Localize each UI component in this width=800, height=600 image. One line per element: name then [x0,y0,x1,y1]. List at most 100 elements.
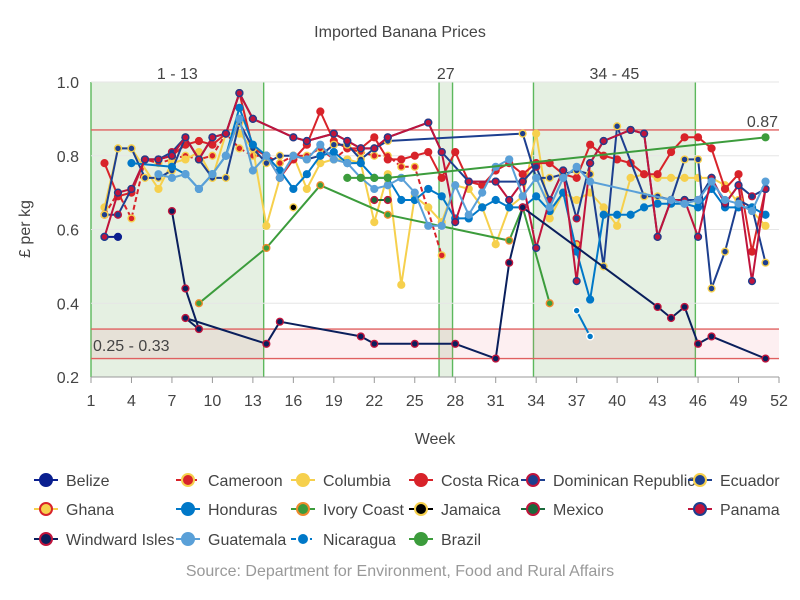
point-panama-9 [221,129,231,138]
point-honduras-33 [599,210,608,219]
point-columbia-32 [545,214,554,223]
point-ecuador-22 [518,129,527,138]
point-guatemala-16 [370,184,379,194]
point-panama-28 [559,166,568,175]
point-honduras-40 [693,203,703,212]
point-windward-isles-5 [275,317,284,326]
legend-label-jamaica: Jamaica [441,502,501,519]
x-tick-label-14: 43 [649,393,667,410]
point-panama-5 [167,151,177,160]
point-windward-isles-10 [491,354,500,363]
point-windward-isles-16 [693,339,703,348]
point-windward-isles-4 [262,339,271,348]
point-nicaragua-1 [586,332,595,341]
point-ivory-coast-3 [383,210,392,219]
point-ecuador-29 [613,122,622,131]
point-guatemala-14 [343,159,352,168]
point-brazil-4 [761,133,770,142]
point-windward-isles-17 [707,332,716,341]
legend-item-mexico: Mexico [521,502,604,519]
point-guatemala-26 [505,155,514,164]
legend-item-guatemala: Guatemala [176,532,286,549]
x-tick-label-1: 4 [127,393,136,410]
point-costa-rica-45 [707,144,716,153]
point-panama-8 [208,133,217,142]
x-tick-label-7: 22 [365,393,383,410]
point-guatemala-10 [289,151,298,160]
x-tick-label-4: 13 [244,393,262,410]
point-honduras-7 [248,140,257,149]
legend-swatch-marker-guatemala [181,532,195,546]
x-tick-label-6: 19 [325,393,343,410]
point-panama-11 [248,114,257,123]
legend-item-dominican-republic: Dominican Republic [521,473,695,490]
point-windward-isles-12 [518,203,527,212]
point-honduras-15 [356,159,365,168]
legend-label-cameroon: Cameroon [208,473,283,490]
legend-item-nicaragua: Nicaragua [291,532,396,549]
point-cameroon-13 [275,159,284,168]
series-jamaica [289,203,298,212]
legend-item-panama: Panama [688,502,780,519]
point-guatemala-20 [424,221,433,230]
point-columbia-48 [761,221,770,230]
point-panama-21 [451,218,460,227]
point-mexico-1 [383,195,392,205]
point-cameroon-10 [235,144,244,153]
point-guatemala-0 [154,170,163,179]
x-tick-label-8: 25 [406,393,424,410]
point-costa-rica-48 [747,247,757,256]
point-honduras-10 [289,184,298,194]
point-guatemala-39 [747,206,757,216]
point-panama-17 [370,144,379,153]
point-windward-isles-9 [451,339,460,348]
legend-swatch-marker-ivory-coast [296,502,310,516]
point-columbia-42 [680,173,689,182]
point-cameroon-23 [410,162,419,171]
point-honduras-25 [491,195,500,205]
point-panama-1 [113,188,123,197]
legend-swatch-marker-honduras [181,502,195,516]
legend-swatch-marker-costa-rica [414,473,428,487]
point-brazil-0 [343,173,352,182]
point-guatemala-30 [559,173,568,182]
point-guatemala-6 [235,114,244,123]
series-line-honduras [131,106,766,301]
point-cameroon-22 [397,162,406,171]
point-costa-rica-36 [586,140,595,149]
axes: 0.2 0.4 0.6 0.8 1.0 1 4 7 10 13 16 19 22 25 28 31 34 37 40… [57,75,788,410]
point-guatemala-3 [194,184,204,194]
legend-label-dominican-republic: Dominican Republic [553,473,695,490]
point-guatemala-24 [478,188,487,197]
point-panama-14 [329,129,338,138]
y-tick-label-2: 0.6 [57,223,79,240]
legend-item-brazil: Brazil [409,532,481,549]
band-label-1: 27 [437,66,455,83]
point-dominican-republic-39 [747,192,757,201]
point-panama-30 [586,159,595,168]
point-columbia-5 [181,155,190,164]
point-columbia-28 [491,240,500,249]
point-ivory-coast-6 [545,299,554,308]
point-guatemala-8 [262,151,271,160]
point-cameroon-8 [208,151,217,160]
point-guatemala-23 [464,210,473,219]
point-honduras-24 [478,203,487,212]
series-windward-isles [167,203,770,363]
legend-label-ivory-coast: Ivory Coast [323,502,404,519]
point-costa-rica-0 [100,159,109,168]
point-guatemala-19 [410,188,419,197]
x-tick-label-5: 16 [284,393,302,410]
point-ecuador-36 [720,247,730,256]
y-tick-label-4: 1.0 [57,75,79,92]
point-columbia-21 [397,280,406,289]
y-axis-label: £ per kg [17,200,34,258]
point-panama-26 [532,243,541,253]
legend-swatch-marker-columbia [296,473,310,487]
point-panama-23 [491,177,500,186]
x-tick-label-2: 7 [167,393,176,410]
point-belize-1 [113,232,123,241]
point-columbia-23 [424,203,433,212]
point-honduras-32 [586,295,595,304]
